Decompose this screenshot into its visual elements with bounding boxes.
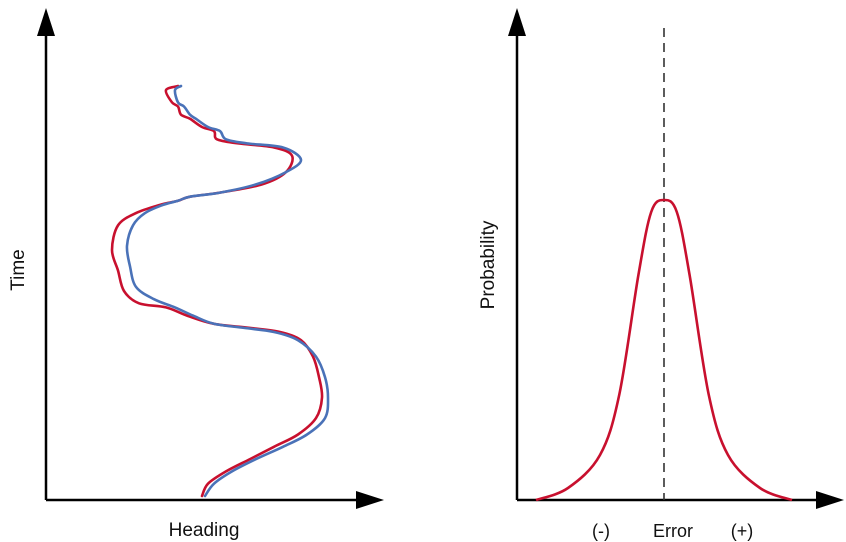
positive-tick-label: (+) [731,521,754,541]
negative-tick-label: (-) [592,521,610,541]
left-y-axis-label: Time [8,249,29,291]
series-line-blue [125,84,330,498]
left-x-axis-label: Heading [169,520,240,541]
bell-curve-line [535,198,793,502]
right-y-axis-arrow [508,8,526,36]
error-probability-chart: (-) Error (+) Probability [478,8,844,541]
series-line-red [110,84,324,498]
left-x-axis-arrow [356,491,384,509]
left-series-group [110,84,330,498]
right-x-axis-arrow [816,491,844,509]
heading-time-chart: Heading Time [8,8,384,541]
left-y-axis-arrow [37,8,55,36]
right-y-axis-label: Probability [478,220,499,309]
error-tick-label: Error [653,521,693,541]
right-series-group [535,198,793,502]
